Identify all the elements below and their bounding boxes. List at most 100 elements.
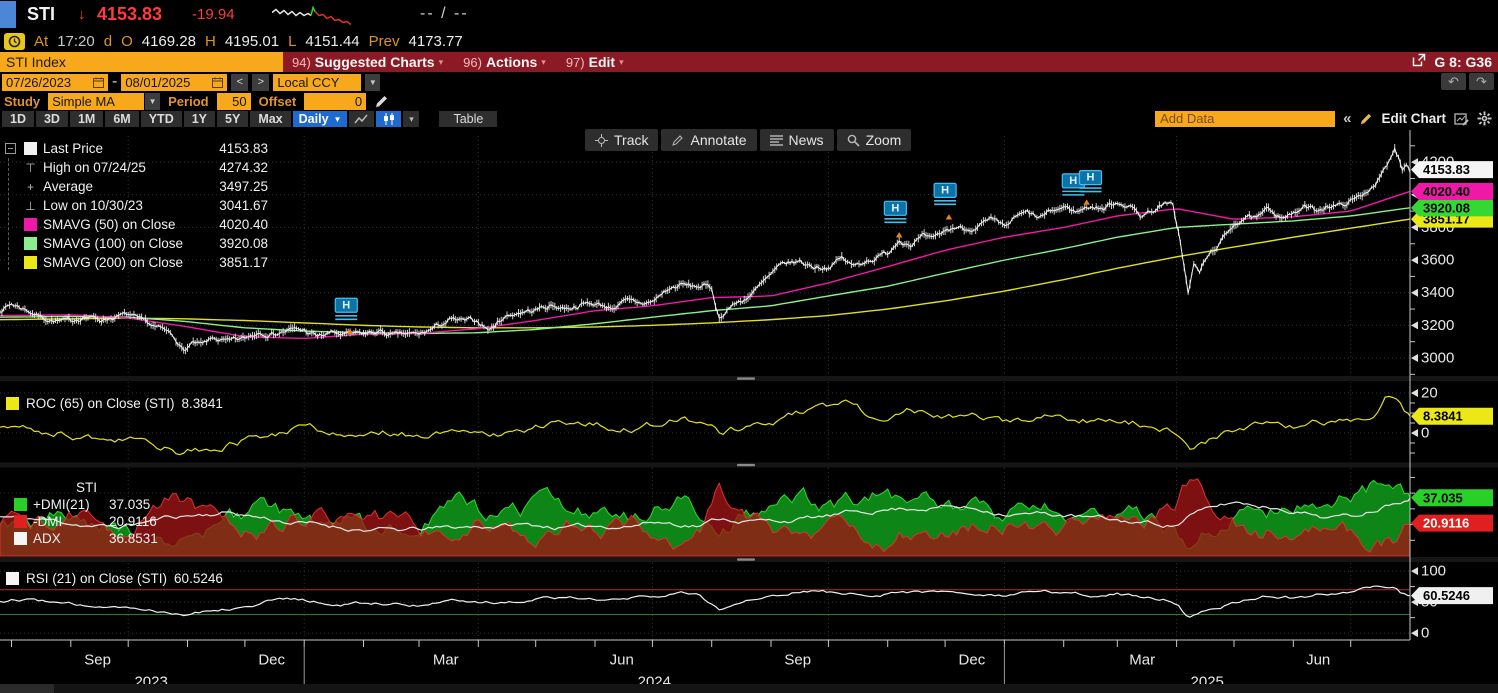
menu-actions[interactable]: 96) Actions ▾ [463, 54, 546, 70]
tab-max[interactable]: Max [250, 111, 291, 127]
rsi-line [0, 585, 1410, 618]
axis-tick-arrow [1411, 288, 1418, 297]
legend-label: Average [43, 179, 94, 194]
last-price: 4153.83 [97, 4, 163, 24]
price-axis-label: 3200 [1421, 317, 1454, 334]
roc-legend[interactable]: ROC (65) on Close (STI) 8.3841 [6, 396, 223, 411]
line-chart-icon [354, 114, 369, 123]
legend-row-average[interactable]: + Average 3497.25 [3, 177, 268, 196]
export-icon[interactable] [1412, 53, 1426, 72]
news-label: News [788, 132, 824, 148]
line-chart-type-button[interactable] [349, 111, 375, 127]
pencil-icon[interactable] [374, 94, 389, 109]
command-bar: STI Index 94) Suggested Charts ▾ 96) Act… [0, 52, 1498, 72]
redo-button[interactable]: ↷ [1469, 73, 1494, 90]
offset-input[interactable]: 0 [304, 92, 367, 110]
divider-handle[interactable] [737, 463, 755, 467]
news-flag[interactable] [334, 297, 358, 313]
axis-tick-arrow [1411, 429, 1418, 437]
legend-label: Low on 10/30/23 [43, 198, 143, 213]
roc-axis-label: 0 [1421, 425, 1429, 442]
track-button[interactable]: Track [585, 129, 659, 151]
legend-row-smavg200[interactable]: SMAVG (200) on Close 3851.17 [3, 253, 268, 272]
news-flag[interactable] [933, 182, 957, 198]
smavg50-line [0, 190, 1411, 339]
legend-label: ADX [33, 531, 61, 546]
collapse-panel-icon[interactable]: « [1343, 110, 1352, 127]
low-marker-icon: ⊥ [25, 199, 36, 213]
x-axis-month-label: Mar [1129, 652, 1155, 669]
legend-collapse-icon[interactable] [5, 143, 16, 154]
smavg200-swatch [24, 256, 37, 269]
chart-settings-icon[interactable] [1454, 112, 1469, 126]
tab-1m[interactable]: 1M [69, 111, 104, 127]
tab-ytd[interactable]: YTD [140, 111, 182, 127]
chart-type-dropdown[interactable]: ▾ [403, 111, 420, 127]
zoom-button[interactable]: Zoom [836, 129, 912, 151]
chevron-down-icon: ▾ [541, 56, 546, 67]
currency-select[interactable]: Local CCY [273, 73, 362, 91]
legend-row-last-price[interactable]: Last Price 4153.83 [3, 139, 268, 158]
news-flag[interactable] [883, 200, 907, 216]
candle-chart-type-button[interactable] [376, 111, 402, 127]
legend-row-adx[interactable]: ADX 36.8531 [14, 530, 204, 547]
table-button[interactable]: Table [439, 111, 498, 127]
annotate-button[interactable]: Annotate [661, 129, 757, 151]
currency-dropdown-arrow[interactable]: ▼ [365, 73, 381, 91]
legend-row-minus-dmi[interactable]: -DMI 20.9116 [14, 513, 204, 530]
open-label: O [121, 32, 133, 50]
x-axis-year-label: 2024 [638, 674, 671, 685]
track-label: Track [614, 132, 649, 148]
x-axis-month-label: Sep [784, 652, 811, 669]
period-input[interactable]: 50 [216, 92, 251, 110]
menu-edit[interactable]: 97) Edit ▾ [566, 54, 624, 70]
rsi-legend[interactable]: RSI (21) on Close (STI) 60.5246 [6, 571, 223, 586]
add-data-input[interactable] [1155, 110, 1336, 127]
prev-label: Prev [368, 32, 400, 50]
gear-icon[interactable] [1477, 111, 1492, 126]
legend-value: 3041.67 [219, 198, 268, 213]
legend-label: SMAVG (200) on Close [43, 255, 184, 270]
footer-strip [0, 684, 1498, 693]
study-select[interactable]: Simple MA [48, 92, 145, 110]
tab-5y[interactable]: 5Y [217, 111, 249, 127]
plus-dmi-swatch [14, 498, 27, 511]
edit-chart-button[interactable]: Edit Chart [1381, 111, 1446, 126]
news-button[interactable]: News [759, 129, 834, 151]
pencil-icon[interactable] [1359, 112, 1373, 126]
legend-label: -DMI [33, 514, 63, 529]
undo-button[interactable]: ↶ [1441, 73, 1466, 90]
news-flag[interactable] [1078, 170, 1103, 186]
menu-suggested-charts[interactable]: 94) Suggested Charts ▾ [292, 54, 443, 70]
next-period-button[interactable]: > [252, 73, 270, 91]
last-price-swatch [24, 142, 37, 155]
offset-label: Offset [258, 93, 297, 109]
footer-resize-handle[interactable] [0, 684, 54, 693]
prev-period-button[interactable]: < [231, 73, 249, 91]
divider-handle[interactable] [737, 558, 755, 561]
study-dropdown-arrow[interactable]: ▼ [145, 92, 161, 110]
tab-3d[interactable]: 3D [35, 111, 68, 127]
legend-row-plus-dmi[interactable]: +DMI(21) 37.035 [14, 496, 204, 513]
security-input[interactable]: STI Index [0, 52, 283, 72]
tab-1y[interactable]: 1Y [183, 111, 216, 127]
rsi-axis-label: 100 [1421, 563, 1446, 580]
value-tag-text: 8.3841 [1423, 409, 1463, 424]
minus-dmi-area [0, 478, 1411, 557]
start-date-input[interactable]: 07/26/2023 [2, 73, 108, 91]
axis-tick-arrow [1411, 567, 1418, 576]
divider-handle[interactable] [737, 377, 755, 380]
legend-row-smavg100[interactable]: SMAVG (100) on Close 3920.08 [3, 234, 268, 253]
legend-row-low[interactable]: ⊥ Low on 10/30/23 3041.67 [3, 196, 268, 215]
end-date-input[interactable]: 08/01/2025 [121, 73, 228, 91]
frequency-select[interactable]: Daily ▼ [292, 111, 348, 127]
legend-row-high[interactable]: ⊤ High on 07/24/25 4274.32 [3, 158, 268, 177]
legend-row-smavg50[interactable]: SMAVG (50) on Close 4020.40 [3, 215, 268, 234]
tab-1d[interactable]: 1D [2, 111, 34, 127]
event-marker [346, 328, 354, 335]
quote-time: 17:20 [57, 32, 95, 50]
annotate-label: Annotate [690, 132, 747, 148]
tab-6m[interactable]: 6M [105, 111, 139, 127]
